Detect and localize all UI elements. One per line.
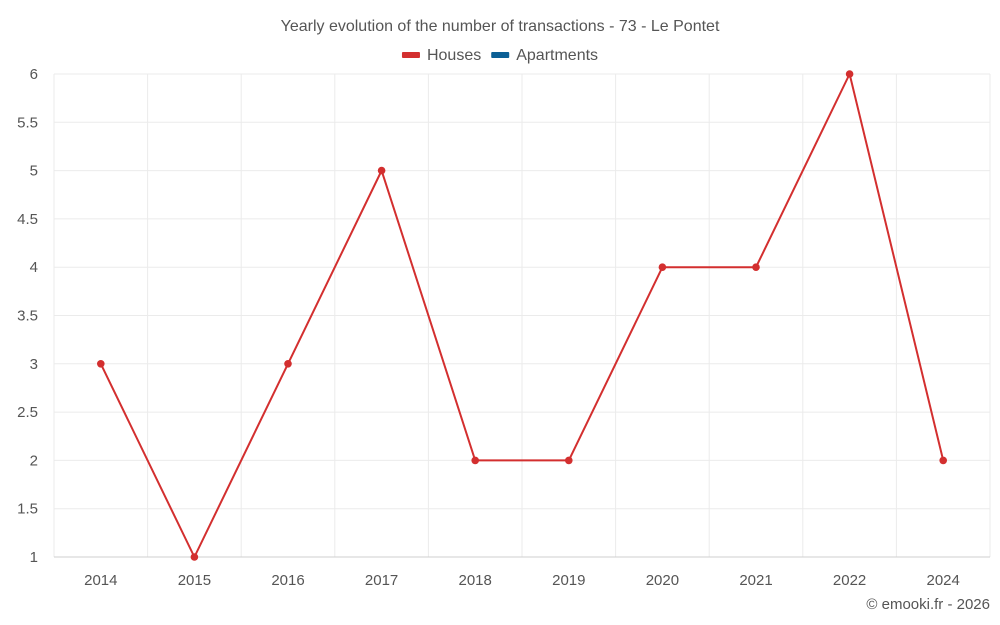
legend-swatch bbox=[491, 52, 510, 58]
x-tick-label: 2022 bbox=[833, 572, 866, 589]
legend: Houses Apartments bbox=[401, 47, 598, 64]
y-tick-label: 3 bbox=[30, 356, 38, 373]
legend-swatch bbox=[401, 52, 420, 58]
data-point[interactable] bbox=[471, 456, 480, 465]
data-point[interactable] bbox=[97, 360, 105, 368]
y-tick-label: 6 bbox=[30, 66, 38, 83]
x-tick-label: 2016 bbox=[271, 572, 304, 589]
x-tick-label: 2021 bbox=[739, 572, 772, 589]
legend-item-houses[interactable]: Houses bbox=[401, 47, 481, 64]
x-tick-label: 2018 bbox=[459, 572, 492, 589]
grid bbox=[53, 73, 991, 558]
x-tick-label: 2024 bbox=[927, 572, 960, 589]
y-tick-label: 1.5 bbox=[17, 501, 38, 518]
legend-item-apartments[interactable]: Apartments bbox=[491, 47, 598, 64]
y-tick-label: 2.5 bbox=[17, 404, 38, 421]
series-line-houses bbox=[99, 73, 945, 558]
y-tick-label: 4 bbox=[30, 259, 38, 276]
x-tick-label: 2020 bbox=[646, 572, 679, 589]
x-tick-label: 2017 bbox=[365, 572, 398, 589]
y-axis-ticks: 1 1.5 2 2.5 3 3.5 4 4.5 5 5.5 6 bbox=[17, 66, 38, 566]
data-point[interactable] bbox=[377, 166, 386, 175]
y-tick-label: 3.5 bbox=[17, 308, 38, 325]
data-point[interactable] bbox=[658, 263, 667, 272]
x-tick-label: 2014 bbox=[84, 572, 117, 589]
data-point[interactable] bbox=[752, 263, 760, 272]
y-tick-label: 4.5 bbox=[17, 211, 38, 228]
y-tick-label: 1 bbox=[30, 549, 38, 566]
credit-text: © emooki.fr - 2026 bbox=[866, 596, 990, 613]
x-axis-ticks: 2014 2015 2016 2017 2018 2019 2020 2021 2022 2024 bbox=[84, 572, 960, 589]
x-tick-label: 2019 bbox=[552, 572, 585, 589]
legend-label: Houses bbox=[427, 47, 481, 64]
chart-title: Yearly evolution of the number of transa… bbox=[281, 18, 720, 35]
data-point[interactable] bbox=[939, 456, 947, 465]
data-point[interactable] bbox=[845, 70, 854, 78]
y-tick-label: 2 bbox=[30, 452, 38, 469]
data-point[interactable] bbox=[284, 360, 292, 368]
series bbox=[97, 70, 947, 561]
y-tick-label: 5 bbox=[30, 163, 38, 180]
data-point[interactable] bbox=[565, 456, 573, 465]
legend-label: Apartments bbox=[516, 47, 598, 64]
x-tick-label: 2015 bbox=[178, 572, 211, 589]
y-tick-label: 5.5 bbox=[17, 114, 38, 131]
data-point[interactable] bbox=[190, 553, 199, 561]
